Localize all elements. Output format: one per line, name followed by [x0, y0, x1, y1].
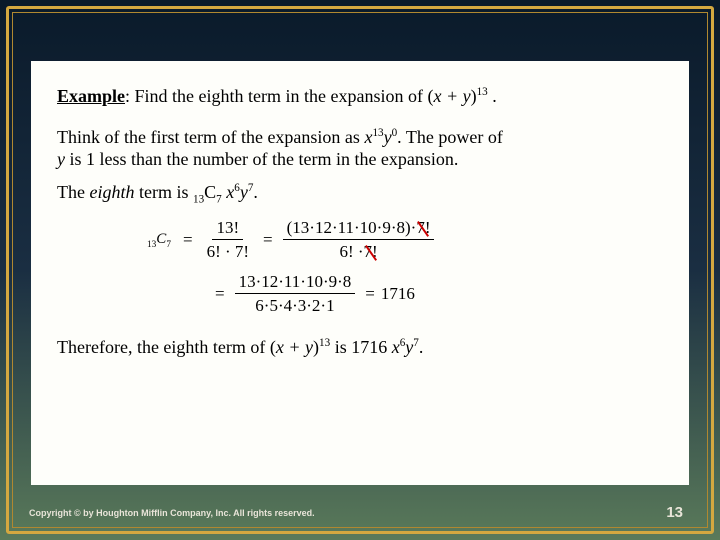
- fraction-3: 13·12·11·10·9·8 6·5·4·3·2·1: [235, 271, 356, 317]
- frac2-den: 6! ·7!: [335, 240, 381, 262]
- inner-frame: Example: Find the eighth term in the exp…: [12, 12, 708, 528]
- slide: Example: Find the eighth term in the exp…: [0, 0, 720, 540]
- paragraph-1: Think of the first term of the expansion…: [57, 126, 663, 171]
- p2b: term is: [134, 182, 193, 202]
- frac2-num: (13·12·11·10·9·8)·7!: [283, 217, 435, 240]
- conclusion: Therefore, the eighth term of (x + y)13 …: [57, 336, 663, 359]
- outer-gold-frame: Example: Find the eighth term in the exp…: [6, 6, 714, 534]
- equation-row-1: 13C7 = 13! 6! · 7! = (13·12·11·10·9·8)·7…: [147, 217, 663, 263]
- combo-n: 13: [147, 240, 156, 250]
- exp-13-1: 13: [477, 86, 488, 98]
- copyright-text: Copyright © by Houghton Mifflin Company,…: [29, 508, 315, 518]
- x-3: x: [392, 337, 400, 357]
- concl-a: Therefore, the eighth term of (: [57, 337, 276, 357]
- frac2-den-a: 6! ·: [339, 242, 363, 261]
- exp-13-2: 13: [319, 337, 330, 349]
- eq-sign-1: =: [183, 229, 193, 250]
- page-number: 13: [666, 504, 683, 521]
- eq-sign-4: =: [365, 283, 375, 304]
- result: 1716: [381, 283, 415, 304]
- c13: 13: [193, 193, 204, 205]
- p1c: is 1 less than the number of the term in…: [65, 149, 458, 169]
- example-heading: Example: Find the eighth term in the exp…: [57, 85, 663, 108]
- c7: 7: [216, 193, 222, 205]
- paragraph-2: The eighth term is 13C7 x6y7.: [57, 181, 663, 204]
- equation-block: 13C7 = 13! 6! · 7! = (13·12·11·10·9·8)·7…: [147, 217, 663, 316]
- p2end: .: [253, 182, 258, 202]
- combo-r: 7: [166, 240, 171, 250]
- C-1: C: [204, 182, 216, 202]
- combo-C: C: [156, 231, 166, 247]
- fraction-2: (13·12·11·10·9·8)·7! 6! ·7!: [283, 217, 435, 263]
- example-label: Example: [57, 86, 125, 106]
- p1b: . The power of: [397, 127, 503, 147]
- eq-sign-3: =: [215, 283, 225, 304]
- y-3: y: [240, 182, 248, 202]
- frac3-num: 13·12·11·10·9·8: [235, 271, 356, 294]
- frac2-num-a: (13·12·11·10·9·8)·: [287, 218, 417, 237]
- combo-label: 13C7: [147, 230, 171, 249]
- frac1-num: 13!: [212, 217, 243, 240]
- y-2: y: [57, 149, 65, 169]
- y-1: y: [384, 127, 392, 147]
- xy-2: x + y: [276, 337, 313, 357]
- p2a: The: [57, 182, 89, 202]
- p1a: Think of the first term of the expansion…: [57, 127, 364, 147]
- sup7-2: 7: [413, 337, 419, 349]
- sup13-1: 13: [372, 127, 383, 139]
- footer: Copyright © by Houghton Mifflin Company,…: [29, 504, 691, 521]
- eighth: eighth: [89, 182, 134, 202]
- xy-1: x + y: [433, 86, 470, 106]
- example-text-a: : Find the eighth term in the expansion …: [125, 86, 433, 106]
- content-area: Example: Find the eighth term in the exp…: [31, 61, 689, 485]
- eq-sign-2: =: [263, 229, 273, 250]
- frac3-den: 6·5·4·3·2·1: [251, 294, 338, 316]
- frac1-den: 6! · 7!: [203, 240, 253, 262]
- concl-b: is 1716: [330, 337, 387, 357]
- equation-row-2: = 13·12·11·10·9·8 6·5·4·3·2·1 = 1716: [209, 271, 663, 317]
- frac2-den-b: 7!: [364, 242, 378, 261]
- frac2-num-b: 7!: [416, 218, 430, 237]
- strike-7fact-top: 7!: [416, 217, 430, 238]
- fraction-1: 13! 6! · 7!: [203, 217, 253, 263]
- strike-7fact-bot: 7!: [364, 241, 378, 262]
- example-period: .: [488, 86, 497, 106]
